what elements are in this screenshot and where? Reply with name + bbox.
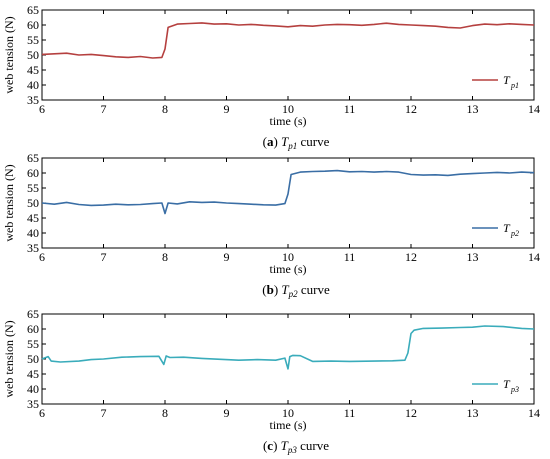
series-line-p1 — [41, 22, 535, 59]
panel-caption: (c) Tp3 curve — [263, 438, 329, 455]
y-axis-label: web tension (N) — [2, 164, 16, 241]
x-tick-label: 11 — [344, 102, 356, 116]
y-axis-label: web tension (N) — [2, 320, 16, 397]
legend-label-subscript: p1 — [510, 81, 519, 90]
x-tick-label: 11 — [344, 406, 356, 420]
y-tick-label: 55 — [27, 33, 39, 47]
y-tick-label: 60 — [27, 18, 39, 32]
x-tick-label: 10 — [282, 250, 294, 264]
x-tick-label: 7 — [101, 250, 107, 264]
series-line-p3 — [41, 325, 535, 370]
x-axis-label: time (s) — [270, 114, 307, 128]
x-tick-label: 7 — [101, 406, 107, 420]
y-tick-label: 50 — [27, 48, 39, 62]
plot-frame — [41, 157, 535, 249]
y-tick-label: 40 — [27, 226, 39, 240]
panel-caption: (a) Tp1 curve — [263, 134, 330, 151]
y-tick-label: 50 — [27, 196, 39, 210]
series-line-p2 — [41, 169, 535, 215]
x-tick-label: 10 — [282, 406, 294, 420]
x-tick-label: 12 — [405, 250, 417, 264]
y-tick-label: 60 — [27, 322, 39, 336]
x-tick-label: 13 — [467, 102, 479, 116]
y-tick-label: 50 — [27, 352, 39, 366]
legend-label: T — [503, 73, 511, 87]
y-tick-label: 35 — [27, 397, 39, 411]
x-tick-label: 14 — [528, 406, 540, 420]
x-tick-label: 13 — [467, 250, 479, 264]
x-axis-label: time (s) — [270, 418, 307, 432]
y-tick-label: 65 — [27, 307, 39, 321]
x-tick-label: 14 — [528, 250, 540, 264]
x-tick-label: 12 — [405, 102, 417, 116]
x-tick-label: 10 — [282, 102, 294, 116]
legend-label: T — [503, 377, 511, 391]
y-tick-label: 60 — [27, 166, 39, 180]
x-axis-label: time (s) — [270, 262, 307, 276]
y-tick-label: 35 — [27, 93, 39, 107]
x-tick-label: 8 — [162, 406, 168, 420]
y-tick-label: 55 — [27, 337, 39, 351]
legend-label-subscript: p3 — [510, 385, 519, 394]
x-tick-label: 6 — [39, 250, 45, 264]
x-tick-label: 14 — [528, 102, 540, 116]
panel-caption: (b) Tp2 curve — [262, 282, 330, 299]
y-tick-label: 45 — [27, 63, 39, 77]
y-axis-label: web tension (N) — [2, 16, 16, 93]
x-tick-label: 6 — [39, 406, 45, 420]
x-tick-label: 8 — [162, 250, 168, 264]
x-tick-label: 13 — [467, 406, 479, 420]
x-tick-label: 7 — [101, 102, 107, 116]
x-tick-label: 8 — [162, 102, 168, 116]
y-tick-label: 40 — [27, 382, 39, 396]
plot-frame — [41, 9, 535, 101]
x-tick-label: 9 — [224, 250, 230, 264]
x-tick-label: 9 — [224, 102, 230, 116]
x-tick-label: 11 — [344, 250, 356, 264]
y-tick-label: 40 — [27, 78, 39, 92]
y-tick-label: 35 — [27, 241, 39, 255]
x-tick-label: 6 — [39, 102, 45, 116]
x-tick-label: 12 — [405, 406, 417, 420]
y-tick-label: 45 — [27, 367, 39, 381]
y-tick-label: 65 — [27, 151, 39, 165]
y-tick-label: 55 — [27, 181, 39, 195]
legend-label-subscript: p2 — [510, 229, 519, 238]
x-tick-label: 9 — [224, 406, 230, 420]
y-tick-label: 45 — [27, 211, 39, 225]
y-tick-label: 65 — [27, 3, 39, 17]
legend-label: T — [503, 221, 511, 235]
